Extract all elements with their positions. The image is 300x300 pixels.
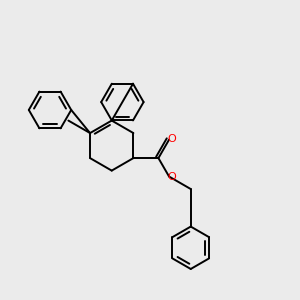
Text: O: O [167, 172, 176, 182]
Text: O: O [167, 134, 176, 144]
